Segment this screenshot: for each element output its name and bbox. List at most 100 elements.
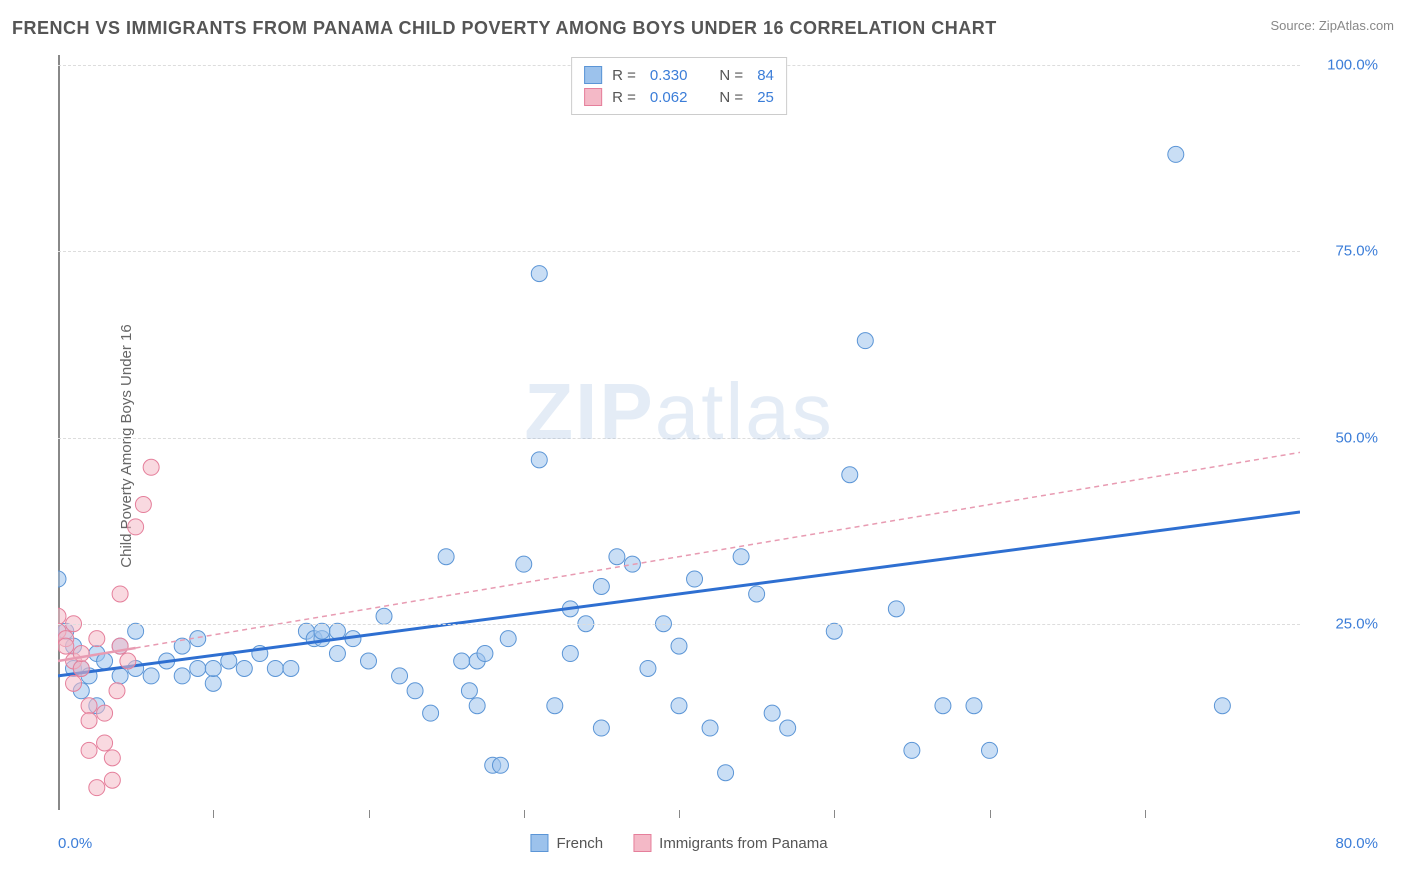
data-point <box>461 683 477 699</box>
data-point <box>702 720 718 736</box>
data-point <box>174 668 190 684</box>
x-tick <box>990 810 991 818</box>
data-point <box>609 549 625 565</box>
data-point <box>1168 146 1184 162</box>
data-point <box>361 653 377 669</box>
x-tick <box>679 810 680 818</box>
data-point <box>109 683 125 699</box>
legend-row: R = 0.330 N = 84 <box>584 64 774 86</box>
data-point <box>112 586 128 602</box>
data-point <box>857 333 873 349</box>
data-point <box>376 608 392 624</box>
data-point <box>469 698 485 714</box>
data-point <box>904 742 920 758</box>
data-point <box>1214 698 1230 714</box>
data-point <box>267 660 283 676</box>
data-point <box>733 549 749 565</box>
legend-swatch <box>530 834 548 852</box>
legend-label: French <box>556 835 603 852</box>
data-point <box>687 571 703 587</box>
legend-n-value: 84 <box>757 67 774 84</box>
data-point <box>97 653 113 669</box>
data-point <box>640 660 656 676</box>
x-min-tick-label: 0.0% <box>58 835 92 852</box>
data-point <box>392 668 408 684</box>
x-tick <box>834 810 835 818</box>
data-point <box>104 772 120 788</box>
data-point <box>81 742 97 758</box>
legend-n-label: N = <box>719 67 743 84</box>
data-point <box>190 660 206 676</box>
data-point <box>780 720 796 736</box>
data-point <box>531 266 547 282</box>
y-tick-label: 50.0% <box>1335 429 1378 446</box>
legend-n-value: 25 <box>757 89 774 106</box>
data-point <box>81 698 97 714</box>
data-point <box>73 660 89 676</box>
legend-swatch <box>633 834 651 852</box>
data-point <box>143 668 159 684</box>
grid-line <box>58 438 1300 439</box>
data-point <box>624 556 640 572</box>
plot-area: R =0.330N =84R =0.062N =25 ZIPatlas 0.0%… <box>58 55 1300 830</box>
data-point <box>97 735 113 751</box>
data-point <box>314 623 330 639</box>
legend-label: Immigrants from Panama <box>659 835 827 852</box>
data-point <box>547 698 563 714</box>
legend-r-value: 0.330 <box>650 67 688 84</box>
data-point <box>283 660 299 676</box>
grid-line <box>58 624 1300 625</box>
data-point <box>500 631 516 647</box>
chart-title: FRENCH VS IMMIGRANTS FROM PANAMA CHILD P… <box>12 18 997 39</box>
data-point <box>89 631 105 647</box>
legend-n-label: N = <box>719 89 743 106</box>
data-point <box>104 750 120 766</box>
data-point <box>120 653 136 669</box>
data-point <box>438 549 454 565</box>
data-point <box>593 579 609 595</box>
data-point <box>81 713 97 729</box>
series-legend: French Immigrants from Panama <box>530 834 827 852</box>
data-point <box>135 497 151 513</box>
x-tick <box>213 810 214 818</box>
data-point <box>236 660 252 676</box>
data-point <box>531 452 547 468</box>
data-point <box>671 638 687 654</box>
data-point <box>671 698 687 714</box>
data-point <box>205 660 221 676</box>
y-tick-label: 100.0% <box>1327 57 1378 74</box>
data-point <box>516 556 532 572</box>
y-tick-label: 75.0% <box>1335 243 1378 260</box>
data-point <box>982 742 998 758</box>
legend-r-label: R = <box>612 89 636 106</box>
trend-line <box>136 452 1300 648</box>
x-tick <box>524 810 525 818</box>
legend-item: French <box>530 834 603 852</box>
data-point <box>492 757 508 773</box>
x-max-tick-label: 80.0% <box>1335 835 1378 852</box>
legend-r-label: R = <box>612 67 636 84</box>
data-point <box>58 638 74 654</box>
data-point <box>205 675 221 691</box>
data-point <box>97 705 113 721</box>
data-point <box>764 705 780 721</box>
data-point <box>562 646 578 662</box>
grid-line <box>58 251 1300 252</box>
data-point <box>66 675 82 691</box>
legend-row: R =0.062N =25 <box>584 86 774 108</box>
legend-swatch <box>584 66 602 84</box>
data-point <box>454 653 470 669</box>
data-point <box>89 780 105 796</box>
data-point <box>143 459 159 475</box>
data-point <box>888 601 904 617</box>
data-point <box>966 698 982 714</box>
data-point <box>128 623 144 639</box>
data-point <box>112 668 128 684</box>
correlation-legend: R =0.330N =84R =0.062N =25 <box>571 57 787 115</box>
x-tick <box>369 810 370 818</box>
x-tick <box>1145 810 1146 818</box>
data-point <box>407 683 423 699</box>
legend-swatch <box>584 88 602 106</box>
data-point <box>58 608 66 624</box>
data-point <box>477 646 493 662</box>
